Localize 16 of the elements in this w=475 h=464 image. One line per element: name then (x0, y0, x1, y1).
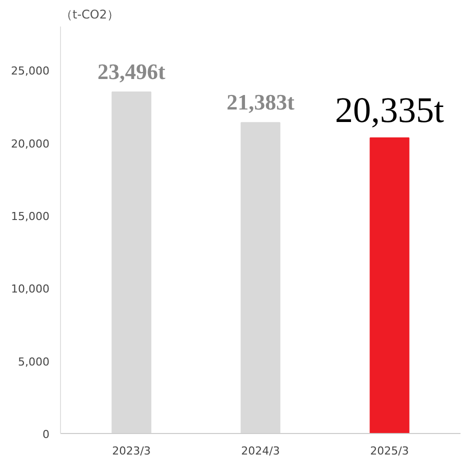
data-label: 20,335t (335, 90, 444, 130)
y-tick-label: 20,000 (11, 137, 50, 150)
bar (112, 91, 152, 434)
data-label: 21,383t (226, 90, 296, 115)
x-tick-label: 2025/3 (370, 444, 409, 458)
y-tick-label: 5,000 (18, 355, 50, 368)
y-axis-title: （t-CO2） (60, 8, 119, 22)
y-tick-label: 0 (42, 428, 50, 441)
data-label: 23,496t (98, 58, 166, 84)
x-tick-label: 2024/3 (241, 444, 280, 458)
bar (370, 137, 410, 434)
y-tick-label: 25,000 (11, 64, 50, 78)
y-tick-label: 10,000 (11, 282, 50, 296)
x-tick-label: 2023/3 (112, 444, 151, 458)
bar (240, 122, 280, 434)
y-tick-label: 15,000 (11, 210, 50, 223)
